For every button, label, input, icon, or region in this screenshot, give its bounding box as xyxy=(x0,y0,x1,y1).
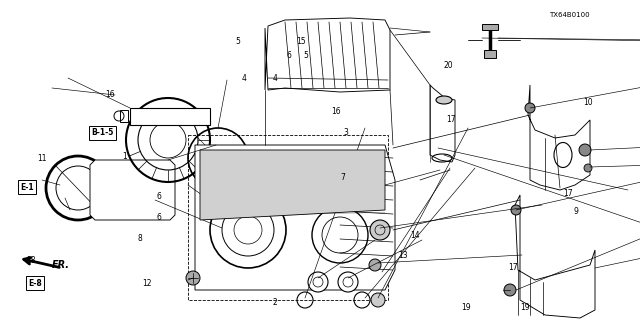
Text: 14: 14 xyxy=(410,231,420,240)
Text: 5: 5 xyxy=(303,52,308,60)
Bar xyxy=(188,135,388,300)
Text: E-1: E-1 xyxy=(20,183,34,192)
Polygon shape xyxy=(484,50,496,58)
Circle shape xyxy=(338,272,358,292)
Polygon shape xyxy=(200,150,385,220)
Text: 1: 1 xyxy=(122,152,127,161)
Text: 20: 20 xyxy=(443,61,453,70)
Text: 19: 19 xyxy=(461,303,471,312)
Polygon shape xyxy=(130,108,210,125)
Polygon shape xyxy=(515,195,595,318)
Polygon shape xyxy=(120,110,128,122)
Text: 2: 2 xyxy=(273,298,278,307)
Text: 18: 18 xyxy=(26,256,35,265)
Circle shape xyxy=(584,164,592,172)
Circle shape xyxy=(308,272,328,292)
Circle shape xyxy=(186,271,200,285)
Text: 13: 13 xyxy=(398,252,408,260)
Text: 4: 4 xyxy=(242,74,247,83)
Text: 6: 6 xyxy=(287,52,292,60)
Text: 11: 11 xyxy=(37,154,46,163)
Polygon shape xyxy=(90,160,175,220)
Circle shape xyxy=(511,205,521,215)
Circle shape xyxy=(579,144,591,156)
Polygon shape xyxy=(482,24,498,30)
Text: 6: 6 xyxy=(156,192,161,201)
Circle shape xyxy=(371,293,385,307)
Text: 17: 17 xyxy=(446,116,456,124)
Polygon shape xyxy=(430,85,455,162)
Text: 3: 3 xyxy=(343,128,348,137)
Text: 17: 17 xyxy=(508,263,518,272)
Text: 12: 12 xyxy=(143,279,152,288)
Text: FR.: FR. xyxy=(52,260,70,270)
Text: 8: 8 xyxy=(137,234,142,243)
Circle shape xyxy=(370,220,390,240)
Text: 7: 7 xyxy=(340,173,345,182)
Circle shape xyxy=(504,284,516,296)
Text: TX64B0100: TX64B0100 xyxy=(549,12,590,18)
Polygon shape xyxy=(528,85,590,190)
Text: 19: 19 xyxy=(520,303,530,312)
Polygon shape xyxy=(195,145,395,290)
Ellipse shape xyxy=(436,96,452,104)
Text: 5: 5 xyxy=(236,37,241,46)
Text: 16: 16 xyxy=(105,90,115,99)
Text: 15: 15 xyxy=(296,37,306,46)
Text: 9: 9 xyxy=(573,207,579,216)
Text: B-1-5: B-1-5 xyxy=(92,128,113,137)
Polygon shape xyxy=(265,18,390,92)
Circle shape xyxy=(525,103,535,113)
Text: 16: 16 xyxy=(331,108,341,116)
Text: E-8: E-8 xyxy=(28,279,42,288)
Text: 4: 4 xyxy=(273,74,278,83)
Text: 10: 10 xyxy=(582,98,593,107)
Circle shape xyxy=(369,259,381,271)
Text: 17: 17 xyxy=(563,189,573,198)
Text: 6: 6 xyxy=(156,213,161,222)
